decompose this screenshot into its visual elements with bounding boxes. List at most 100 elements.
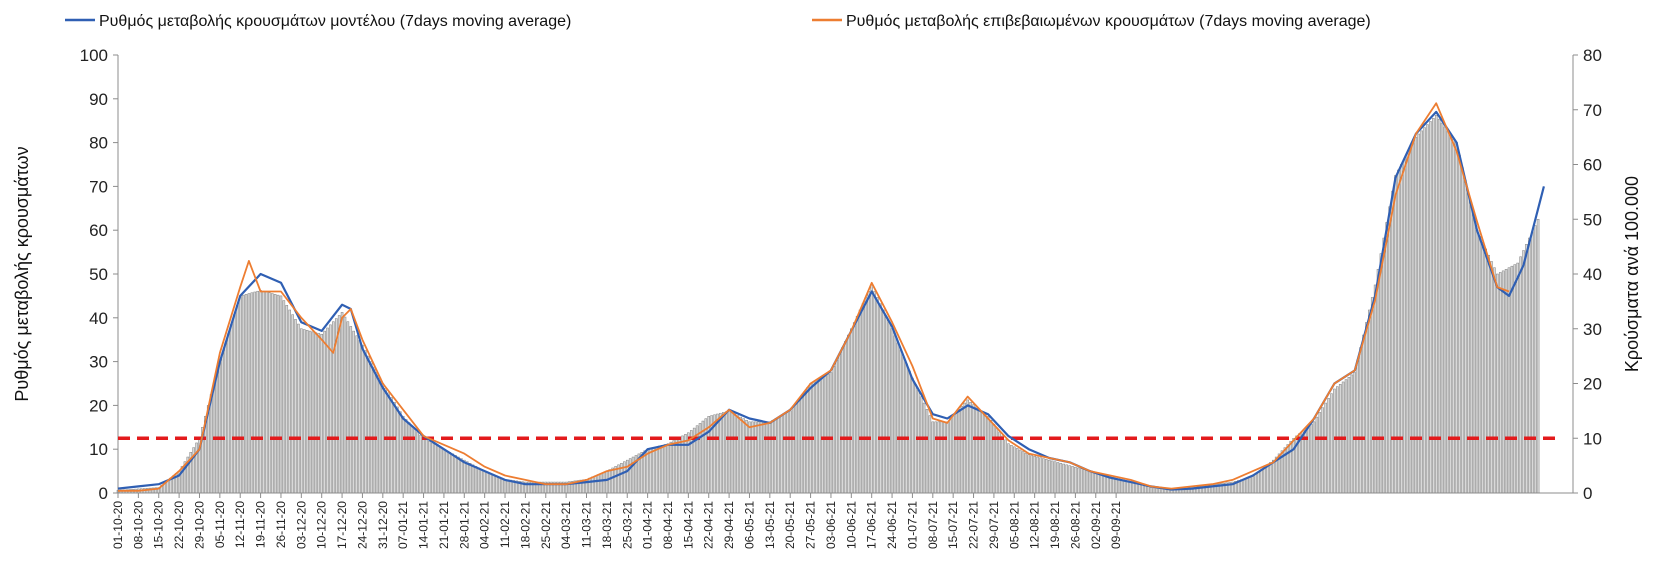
right-tick-label: 0 [1583,484,1592,503]
bar [1528,237,1531,494]
bar [1289,441,1292,494]
x-tick-label: 21-01-21 [437,501,451,549]
bar [826,373,830,494]
x-tick-label: 08-04-21 [661,501,675,549]
bar [503,479,507,494]
bar [998,431,1002,494]
bar [483,470,486,494]
x-tick-label: 03-06-21 [824,501,838,549]
bar [1487,254,1490,494]
bar [1405,153,1409,494]
bar [957,409,961,494]
bar [486,472,489,494]
bar [1065,464,1068,494]
bar [445,450,449,494]
bar [268,292,271,494]
bar [745,420,748,494]
bar [1501,270,1505,494]
bar [1091,471,1095,494]
y-axis-title: Ρυθμός μεταβολής κρουσμάτων [12,146,32,401]
bar [1015,448,1019,494]
bar [873,290,876,494]
bar [652,447,655,494]
bar [1274,456,1278,494]
bar [943,421,946,494]
bar [387,392,390,494]
bar [492,474,495,494]
bar [806,387,809,494]
x-tick-label: 24-06-21 [885,501,899,549]
bar [1033,455,1036,494]
bar [786,412,789,494]
x-tick-label: 22-07-21 [967,501,981,549]
bar [259,290,262,494]
bar [1391,190,1394,494]
bar [1251,476,1255,494]
bar [666,443,670,494]
bar [765,421,769,494]
bar [972,404,975,494]
bar [1103,474,1106,494]
bar [352,330,355,494]
bar [687,432,690,494]
bar [1059,463,1063,494]
bar [1257,471,1260,494]
bar [940,421,943,494]
bar [1309,423,1313,494]
bar [832,366,836,494]
bar [1388,206,1391,494]
bar [1510,265,1514,494]
bar [1359,347,1362,494]
bar [684,434,687,494]
bar [323,330,326,494]
bar [719,412,722,494]
x-tick-label: 25-03-21 [620,501,634,549]
bar [759,421,763,494]
bar [262,290,265,494]
bar [774,418,777,494]
bar [1245,477,1249,494]
bar [614,466,617,494]
bar [981,411,984,494]
bar [1516,262,1519,494]
bar [1242,478,1246,494]
bar [1143,485,1147,494]
bar [797,398,801,494]
line-series-confirmed-rate [118,102,1510,492]
bar [404,419,408,494]
bar [625,459,629,494]
bar [320,333,323,494]
bar [960,405,964,494]
bar [369,361,373,494]
bar [855,315,859,494]
bar [844,341,847,494]
left-tick-label: 50 [89,265,108,284]
bar [1318,412,1322,494]
bar [925,409,929,494]
bar [378,377,382,494]
bar [422,438,425,494]
bar [1376,269,1380,494]
bar [975,406,978,494]
bar [1010,445,1013,494]
bar [599,473,603,494]
bar [1368,309,1371,494]
bar [428,441,431,494]
bar [596,474,600,494]
bar [643,450,646,494]
bar [1397,169,1400,494]
bar [1138,484,1141,494]
bar [1077,467,1080,494]
bar [1461,167,1464,494]
right-tick-label: 70 [1583,101,1602,120]
bar [276,294,280,494]
bar [343,316,347,494]
bar [419,434,422,494]
bar [1161,488,1164,494]
bar [890,328,894,494]
bar [1536,219,1540,494]
bar [297,323,300,494]
bar [748,421,751,494]
right-tick-label: 10 [1583,429,1602,448]
bar [771,420,775,494]
